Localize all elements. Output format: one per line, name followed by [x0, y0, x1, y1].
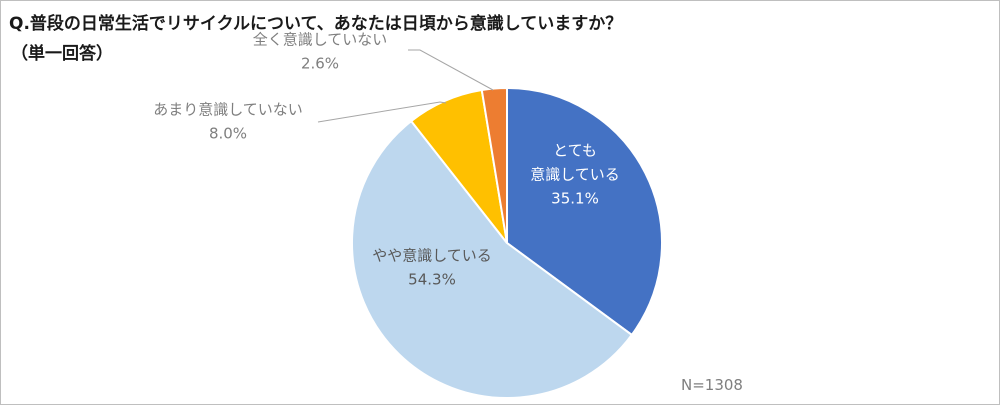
slice-label-3: あまり意識していない 8.0% [153, 101, 447, 143]
chart-subtitle: （単一回答） [11, 44, 113, 64]
chart-title: Q.普段の日常生活でリサイクルについて、あなたは日頃から意識していますか？ [9, 14, 623, 34]
leader-line-4 [408, 49, 494, 91]
pie-slice-1 [506, 86, 663, 337]
slice-value-label: 35.1% [551, 190, 599, 208]
sample-size-note: N=1308 [681, 376, 743, 394]
pie-slice-2 [351, 119, 634, 400]
slice-category-label: やや意識している [372, 247, 492, 265]
slice-label-4: 全く意識していない 2.6% [253, 31, 494, 91]
slice-value-label: 8.0% [209, 125, 247, 143]
slice-category-label: 全く意識していない [253, 31, 388, 49]
slice-category-label: 意識している [530, 166, 620, 184]
slice-category-label: とても [553, 142, 597, 160]
leader-line-3 [317, 101, 447, 123]
slice-value-label: 54.3% [408, 271, 456, 289]
slice-value-label: 2.6% [301, 55, 339, 73]
slice-category-label: あまり意識していない [153, 101, 303, 119]
pie-slices [351, 86, 663, 400]
pie-slice-4 [480, 86, 508, 244]
slice-label-2: やや意識している 54.3% [372, 247, 492, 289]
